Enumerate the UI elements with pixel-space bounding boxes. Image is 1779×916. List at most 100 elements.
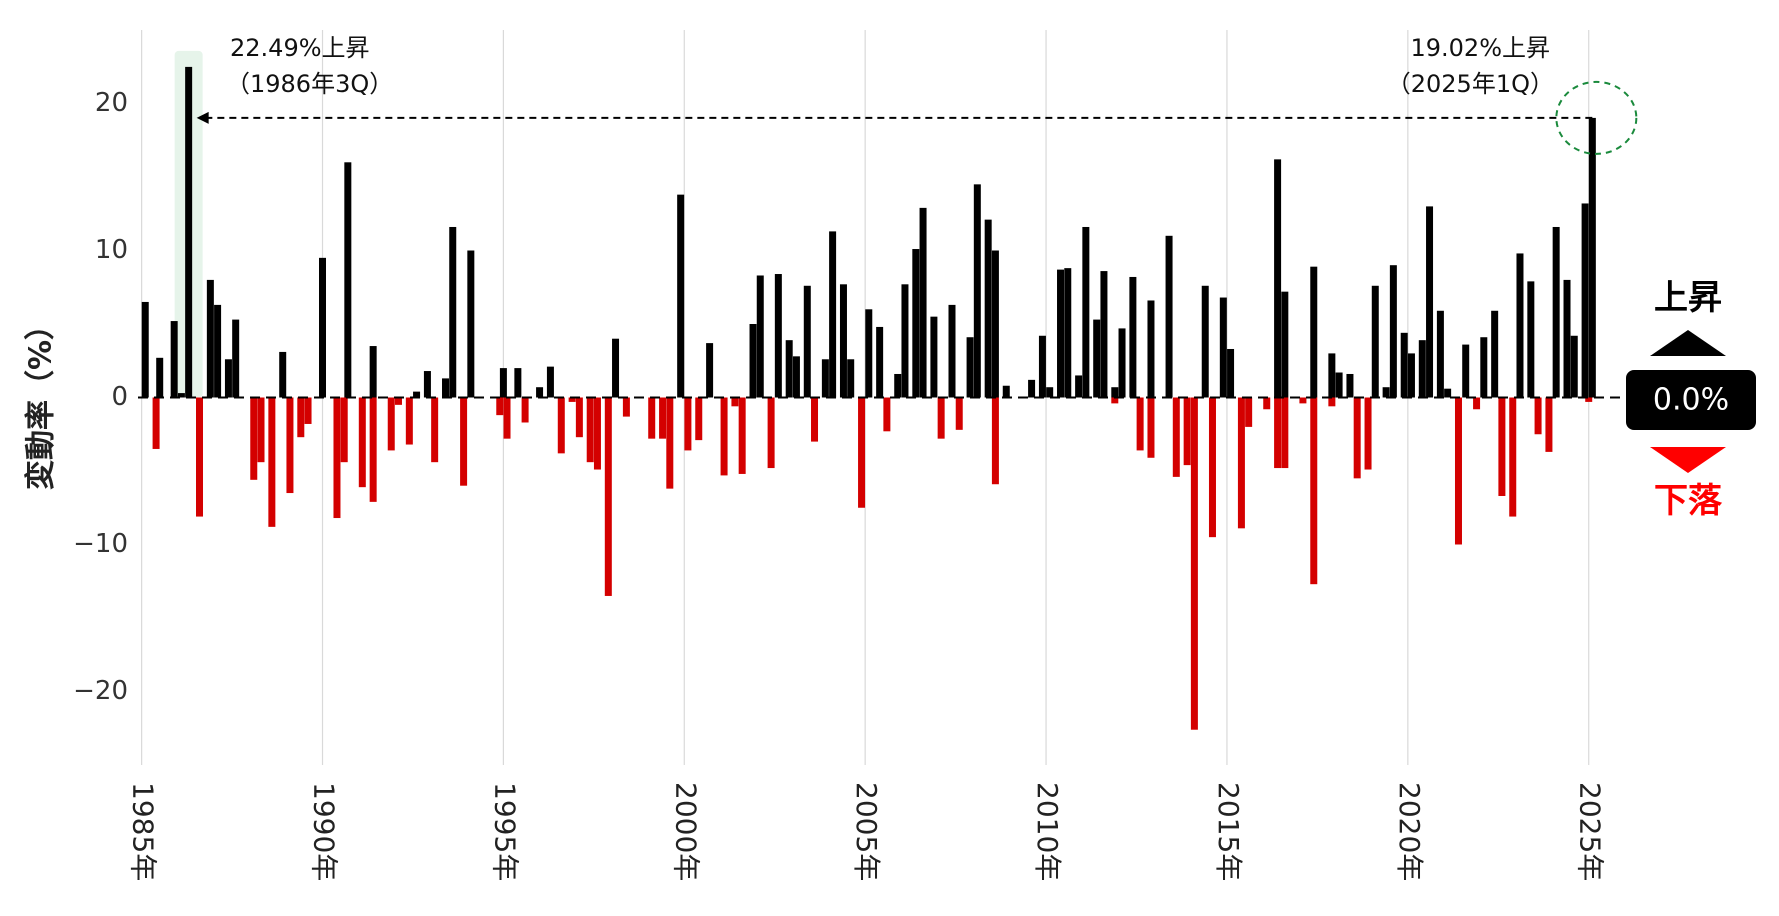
bar-up [894,373,902,398]
bar-up [1093,319,1101,398]
down-triangle-icon [1650,447,1726,473]
bar-down [720,397,728,476]
bar-down [1237,397,1245,529]
bar-up [413,391,421,398]
bar-up [156,357,164,398]
bar-down [496,397,504,416]
bar-up [1147,300,1155,398]
bar-up [756,275,764,398]
bar-down [152,397,160,449]
y-axis-label: 変動率（%） [24,310,59,490]
bar-up [821,359,829,398]
bar-down [1208,397,1216,538]
bar-up [423,371,431,398]
bar-down [568,397,576,402]
bar-down [1263,397,1271,410]
bar-up [536,387,544,398]
bar-up [1046,387,1054,398]
bar-down [1454,397,1462,545]
bar-up [177,393,185,398]
bar-up [1328,353,1336,398]
x-tick-label: 2025年 [1574,782,1607,881]
bar-down [333,397,341,519]
x-tick-label: 2020年 [1393,782,1426,881]
bar-up [344,162,352,398]
bar-up [948,304,956,398]
bar-down [1190,397,1198,730]
bar-up [185,66,193,398]
bar-down [648,397,656,439]
bar-down [1299,397,1307,404]
bar-up [546,366,554,398]
bar-down [858,397,866,508]
bar-down [695,397,703,441]
bar-up [206,279,214,398]
bar-down [1172,397,1180,477]
bar-down [883,397,891,432]
bar-down [738,397,746,474]
bar-down [593,397,601,470]
annotation-label: （2025年1Q） [1387,70,1554,98]
bar-up [1480,337,1488,398]
y-tick-label: −10 [73,529,128,559]
bar-up [1111,387,1119,398]
bar-down [1147,397,1155,458]
x-tick-label: 2015年 [1212,782,1245,881]
bar-down [394,397,402,405]
bar-up [1075,375,1083,398]
bar-up [1527,281,1535,398]
bar-up [1038,335,1046,398]
bar-up [1335,372,1343,398]
bar-up [973,184,981,398]
bar-up [442,378,450,398]
bar-down [1498,397,1506,496]
bar-down [1353,397,1361,479]
legend-up-label: 上昇 [1654,278,1722,318]
bar-down [731,397,739,407]
bar-up [1382,387,1390,398]
bar-up [749,324,757,398]
bar-up [901,284,909,398]
bar-up [232,319,240,398]
y-tick-label: −20 [73,676,128,706]
bar-up [706,343,714,398]
legend: 上昇 0.0% 下落 [1626,278,1756,521]
highlight-circle [1555,80,1638,155]
up-triangle-icon [1650,330,1726,356]
bar-down [1473,397,1481,410]
bar-up [1028,379,1036,398]
bar-up [1552,226,1560,398]
x-axis: 1985年 1990年 1995年 2000年 2005年 2010年 2015年 2020年… [127,782,1607,881]
bar-down [604,397,612,596]
bar-up [1346,373,1354,398]
bar-up [1436,310,1444,398]
bar-down [659,397,667,439]
x-tick-label: 1990年 [308,782,341,881]
bar-up [224,359,232,398]
bar-down [369,397,377,502]
bar-up [677,194,685,398]
bar-down [503,397,511,439]
bar-down [405,397,413,445]
bar-up [966,337,974,398]
bar-up [803,285,811,398]
bar-down [955,397,963,430]
bar-up [984,219,992,398]
bar-down [268,397,276,527]
bar-up [774,274,782,398]
arrow-head-icon [196,111,209,124]
bar-down [1364,397,1372,470]
bar-down [250,397,258,480]
x-tick-label: 1995年 [488,782,521,881]
legend-down-label: 下落 [1654,481,1723,521]
bar-up [1310,266,1318,398]
bar-up [865,309,873,398]
bar-down [684,397,692,451]
bar-up [467,250,475,398]
x-tick-label: 2005年 [850,782,883,881]
x-tick-label: 2000年 [669,782,702,881]
bar-up [1057,269,1065,398]
bar-down [586,397,594,463]
bar-up [1082,226,1090,398]
bar-up [839,284,847,398]
